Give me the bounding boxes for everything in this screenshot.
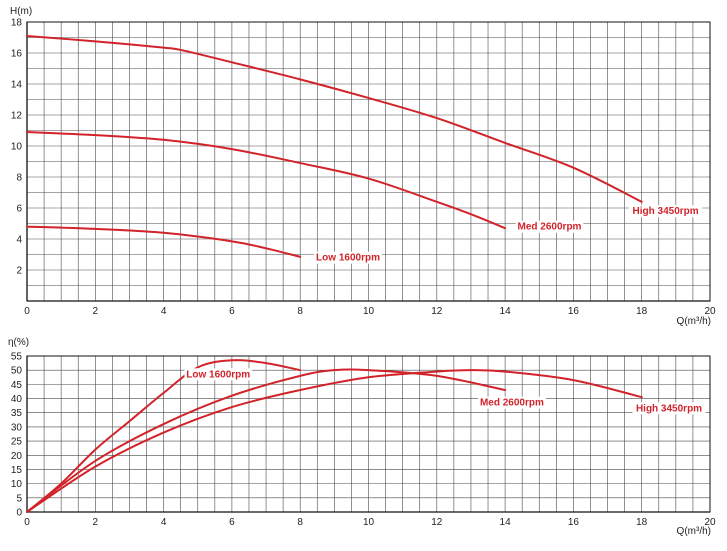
x-tick-label: 14 [500, 517, 512, 528]
x-tick-label: 18 [636, 306, 648, 317]
series-line-low [26, 225, 302, 258]
y-axis-title: η(%) [8, 337, 29, 348]
grid [27, 355, 710, 512]
x-tick-label: 0 [24, 306, 30, 317]
series-label-high: High 3450rpm [636, 403, 702, 414]
x-tick-label: 20 [704, 306, 716, 317]
y-tick-label: 10 [11, 479, 23, 490]
y-tick-label: 35 [11, 408, 23, 419]
x-tick-label: 14 [500, 306, 512, 317]
series-label-low: Low 1600rpm [186, 369, 250, 380]
x-tick-label: 2 [93, 517, 99, 528]
y-tick-label: 10 [11, 142, 23, 153]
y-tick-label: 2 [16, 266, 22, 277]
series-label-background [515, 220, 584, 233]
y-tick-label: 4 [16, 235, 22, 246]
x-tick-label: 4 [161, 306, 167, 317]
x-tick-label: 18 [636, 517, 648, 528]
x-tick-label: 2 [93, 306, 99, 317]
series-line-low [26, 359, 302, 513]
series-label-high: High 3450rpm [633, 206, 699, 217]
y-tick-label: 50 [11, 366, 23, 377]
x-axis-title: Q(m³/h) [677, 316, 711, 327]
x-tick-label: 12 [431, 517, 443, 528]
efficiency-chart: 0 2 4 6 8 10 12 14 16 18 20 0 5 10 15 20 25 30 35 40 45 50 55 η… [8, 337, 716, 537]
series-label-low: Low 1600rpm [316, 253, 380, 264]
series-line-med [26, 131, 507, 230]
series-label-background [629, 205, 703, 218]
y-tick-label: 8 [16, 173, 22, 184]
y-tick-label: 55 [11, 352, 23, 363]
y-tick-label: 12 [11, 111, 23, 122]
x-tick-label: 6 [229, 517, 235, 528]
y-tick-label: 15 [11, 465, 23, 476]
y-tick-label: 20 [11, 451, 23, 462]
x-tick-label: 0 [24, 517, 30, 528]
x-tick-label: 16 [568, 517, 580, 528]
y-tick-label: 18 [11, 18, 23, 29]
x-tick-label: 12 [431, 306, 443, 317]
x-tick-label: 16 [568, 306, 580, 317]
y-tick-label: 0 [16, 508, 22, 519]
head-chart: 0 2 4 6 8 10 12 14 16 18 2024681012141618H(m)Q(m³/… [10, 6, 716, 327]
y-tick-label: 30 [11, 422, 23, 433]
series-label-background [632, 402, 706, 415]
series-label-med: Med 2600rpm [480, 398, 544, 409]
y-tick-label: 14 [11, 80, 23, 91]
series-label-med: Med 2600rpm [518, 222, 582, 233]
x-tick-label: 6 [229, 306, 235, 317]
series-line-high [26, 369, 643, 513]
series-label-background [478, 396, 546, 409]
y-tick-label: 5 [16, 493, 22, 504]
y-tick-label: 25 [11, 437, 23, 448]
y-tick-label: 6 [16, 204, 22, 215]
x-tick-label: 4 [161, 517, 167, 528]
y-axis-title: H(m) [10, 6, 32, 17]
x-tick-label: 8 [297, 517, 303, 528]
y-tick-label: 45 [11, 380, 23, 391]
x-tick-label: 8 [297, 306, 303, 317]
y-tick-label: 40 [11, 394, 23, 405]
series-line-high [26, 34, 643, 203]
y-tick-label: 16 [11, 49, 23, 60]
x-tick-label: 20 [704, 517, 716, 528]
x-tick-label: 10 [363, 306, 375, 317]
x-tick-label: 10 [363, 517, 375, 528]
series-label-background [314, 251, 382, 264]
grid [27, 21, 710, 301]
series-label-background [184, 368, 253, 381]
x-axis-title: Q(m³/h) [677, 526, 711, 537]
